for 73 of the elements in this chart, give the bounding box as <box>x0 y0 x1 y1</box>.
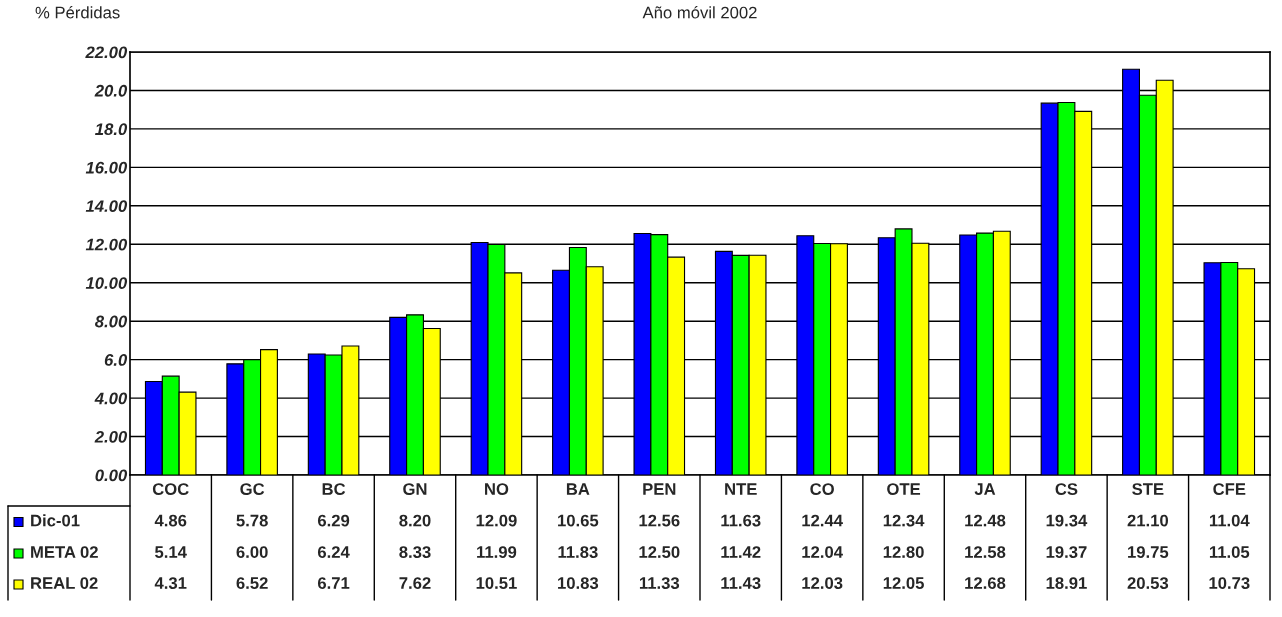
data-label: 6.29 <box>317 514 350 527</box>
x-tick-label: CO <box>810 483 834 495</box>
x-tick-label: GC <box>240 483 265 495</box>
x-tick-label: STE <box>1132 483 1164 495</box>
x-tick-label: NO <box>485 483 509 495</box>
x-tick-label: JA <box>974 483 996 495</box>
data-label: 10.83 <box>558 577 599 589</box>
data-label: 5.14 <box>155 546 187 558</box>
x-tick-label: CFE <box>1213 483 1246 495</box>
data-label: 18.91 <box>1046 577 1087 589</box>
data-label: 11.04 <box>1209 514 1250 527</box>
y-tick-label: 16.00 <box>85 161 128 174</box>
data-label: 6.24 <box>317 546 350 558</box>
y-tick-label: 12.00 <box>85 238 128 251</box>
data-label: 12.34 <box>883 514 925 527</box>
data-label: 19.34 <box>1046 514 1088 527</box>
x-tick-label: PEN <box>643 483 676 495</box>
data-label: 12.04 <box>802 546 843 558</box>
data-label: 12.58 <box>965 546 1006 558</box>
y-tick-label: 18.0 <box>95 123 128 136</box>
data-label: 21.10 <box>1127 514 1169 527</box>
data-label: 4.31 <box>154 577 187 589</box>
data-label: 19.37 <box>1046 546 1087 558</box>
x-tick-label: COC <box>152 483 189 495</box>
data-label: 11.42 <box>721 546 761 558</box>
data-label: 12.09 <box>476 514 517 527</box>
chart-title: Año móvil 2002 <box>642 6 757 19</box>
x-tick-label: OTE <box>887 483 921 495</box>
data-label: 12.56 <box>639 514 680 527</box>
y-axis-title: % Pérdidas <box>35 6 120 19</box>
x-tick-label: GN <box>403 483 427 495</box>
data-label: 11.63 <box>721 514 761 527</box>
data-label: 11.83 <box>558 546 598 558</box>
data-label: 8.33 <box>399 546 431 558</box>
data-label: 12.05 <box>883 577 924 589</box>
data-label: 10.65 <box>558 514 599 527</box>
data-label: 12.03 <box>802 577 843 589</box>
data-label: 6.00 <box>236 546 268 558</box>
x-tick-label: BC <box>322 483 346 495</box>
x-tick-label: BA <box>566 483 590 495</box>
data-label: 20.53 <box>1127 577 1169 589</box>
data-label: 12.50 <box>639 546 680 558</box>
y-tick-label: 0.00 <box>95 469 128 482</box>
y-tick-label: 14.00 <box>85 200 128 213</box>
data-label: 19.75 <box>1128 546 1169 558</box>
data-label: 12.48 <box>965 514 1006 527</box>
y-tick-label: 20.0 <box>94 84 128 97</box>
x-tick-label: CS <box>1055 483 1078 495</box>
data-label: 11.33 <box>639 577 680 589</box>
data-label: 11.05 <box>1209 546 1250 558</box>
legend-label: META 02 <box>31 546 98 558</box>
data-label: 11.43 <box>721 577 761 589</box>
data-label: 12.44 <box>802 514 843 527</box>
data-label: 10.51 <box>476 577 517 589</box>
y-tick-label: 10.00 <box>85 277 128 289</box>
y-tick-label: 6.0 <box>104 354 128 366</box>
y-tick-label: 4.00 <box>94 392 128 405</box>
data-label: 12.80 <box>883 546 924 558</box>
y-tick-label: 22.00 <box>85 46 128 59</box>
data-label: 6.52 <box>236 577 268 589</box>
x-tick-label: NTE <box>725 483 757 495</box>
data-label: 5.78 <box>236 514 268 527</box>
data-label: 12.68 <box>965 577 1006 589</box>
data-label: 8.20 <box>399 514 431 527</box>
y-tick-label: 8.00 <box>95 315 128 328</box>
legend-label: REAL 02 <box>31 577 98 589</box>
data-label: 11.99 <box>477 546 517 558</box>
data-label: 6.71 <box>317 577 350 589</box>
data-label: 7.62 <box>399 577 431 589</box>
data-label: 10.73 <box>1209 577 1250 589</box>
legend-label: Dic-01 <box>31 514 80 527</box>
data-label: 4.86 <box>154 514 187 527</box>
y-tick-label: 2.00 <box>94 430 128 443</box>
